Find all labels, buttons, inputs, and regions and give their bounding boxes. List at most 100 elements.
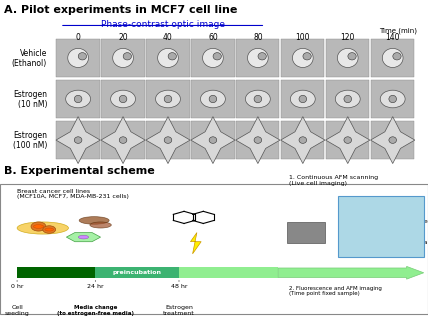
Polygon shape — [66, 233, 101, 242]
Bar — [179, 267, 278, 278]
Ellipse shape — [123, 52, 131, 60]
Polygon shape — [56, 117, 100, 164]
FancyBboxPatch shape — [326, 39, 369, 77]
FancyBboxPatch shape — [101, 121, 145, 159]
Bar — [95, 267, 179, 278]
Bar — [287, 222, 325, 243]
Polygon shape — [190, 233, 201, 254]
Text: 20: 20 — [118, 33, 128, 42]
Ellipse shape — [74, 137, 82, 143]
Ellipse shape — [213, 52, 221, 60]
Text: 24 hr: 24 hr — [87, 284, 104, 289]
Text: B. Experimental scheme: B. Experimental scheme — [4, 166, 155, 176]
Text: 60: 60 — [208, 33, 218, 42]
Ellipse shape — [344, 95, 351, 103]
FancyBboxPatch shape — [281, 80, 324, 118]
Ellipse shape — [393, 52, 401, 60]
FancyBboxPatch shape — [236, 80, 279, 118]
FancyBboxPatch shape — [338, 196, 424, 257]
Ellipse shape — [158, 48, 178, 67]
FancyBboxPatch shape — [56, 121, 100, 159]
FancyBboxPatch shape — [56, 80, 100, 118]
Ellipse shape — [209, 95, 217, 103]
FancyBboxPatch shape — [371, 121, 414, 159]
Ellipse shape — [299, 95, 306, 103]
Text: Estrogen
(100 nM): Estrogen (100 nM) — [13, 131, 47, 150]
Ellipse shape — [382, 48, 403, 67]
Ellipse shape — [200, 90, 226, 108]
FancyBboxPatch shape — [191, 121, 235, 159]
Ellipse shape — [78, 52, 86, 60]
Text: 48 hr: 48 hr — [171, 284, 187, 289]
Ellipse shape — [168, 52, 176, 60]
Circle shape — [33, 225, 44, 228]
Text: Time (min): Time (min) — [379, 28, 417, 34]
Circle shape — [78, 235, 89, 239]
Ellipse shape — [303, 52, 311, 60]
Ellipse shape — [258, 52, 266, 60]
Text: Estrogen
treatment: Estrogen treatment — [163, 305, 195, 316]
FancyBboxPatch shape — [236, 121, 279, 159]
Text: Estrogen
(10 nM): Estrogen (10 nM) — [13, 90, 47, 109]
Text: 80: 80 — [253, 33, 263, 42]
Ellipse shape — [389, 95, 396, 103]
Polygon shape — [191, 117, 235, 164]
Text: 0 hr: 0 hr — [11, 284, 24, 289]
Bar — [17, 267, 95, 278]
Text: 120: 120 — [341, 33, 355, 42]
FancyBboxPatch shape — [326, 80, 369, 118]
Ellipse shape — [254, 137, 262, 143]
Ellipse shape — [348, 52, 356, 60]
Text: preincubation: preincubation — [113, 270, 162, 275]
Ellipse shape — [299, 137, 306, 143]
FancyBboxPatch shape — [281, 121, 324, 159]
FancyBboxPatch shape — [101, 39, 145, 77]
Ellipse shape — [113, 48, 134, 67]
Ellipse shape — [335, 90, 360, 108]
Ellipse shape — [43, 226, 56, 233]
Text: Phase-contrast optic image: Phase-contrast optic image — [101, 20, 225, 29]
Ellipse shape — [119, 137, 127, 143]
Text: Vehicle
(Ethanol): Vehicle (Ethanol) — [12, 49, 47, 68]
Ellipse shape — [344, 137, 351, 143]
Ellipse shape — [164, 95, 172, 103]
Ellipse shape — [155, 90, 181, 108]
Polygon shape — [326, 117, 370, 164]
FancyBboxPatch shape — [191, 39, 235, 77]
Ellipse shape — [79, 217, 109, 224]
Text: 0: 0 — [76, 33, 80, 42]
Ellipse shape — [17, 222, 68, 234]
Text: ✓ Fractal dimension change: ✓ Fractal dimension change — [351, 240, 428, 245]
Ellipse shape — [337, 48, 358, 67]
Ellipse shape — [389, 137, 396, 143]
Ellipse shape — [247, 48, 268, 67]
FancyBboxPatch shape — [101, 80, 145, 118]
FancyBboxPatch shape — [146, 121, 190, 159]
Ellipse shape — [119, 95, 127, 103]
Ellipse shape — [380, 90, 405, 108]
FancyBboxPatch shape — [146, 39, 190, 77]
Polygon shape — [371, 117, 415, 164]
Text: 40: 40 — [163, 33, 173, 42]
Ellipse shape — [292, 48, 313, 67]
Text: Breast cancer cell lines
(MCF10A, MCF7, MDA-MB-231 cells): Breast cancer cell lines (MCF10A, MCF7, … — [17, 189, 129, 199]
Circle shape — [45, 228, 54, 231]
Ellipse shape — [202, 48, 223, 67]
Ellipse shape — [110, 90, 136, 108]
Ellipse shape — [90, 222, 111, 228]
Text: 140: 140 — [386, 33, 400, 42]
Text: ✓ Morphological change: ✓ Morphological change — [351, 219, 428, 224]
Ellipse shape — [65, 90, 91, 108]
Ellipse shape — [74, 95, 82, 103]
Polygon shape — [236, 117, 280, 164]
FancyBboxPatch shape — [191, 80, 235, 118]
Polygon shape — [281, 117, 325, 164]
Ellipse shape — [31, 222, 46, 231]
Ellipse shape — [290, 90, 315, 108]
FancyBboxPatch shape — [326, 121, 369, 159]
Text: A. Pilot experiments in MCF7 cell line: A. Pilot experiments in MCF7 cell line — [4, 5, 238, 15]
Text: Cell
seeding: Cell seeding — [5, 305, 30, 316]
Text: 100: 100 — [296, 33, 310, 42]
Text: 1. Continuous AFM scanning
(Live cell imaging): 1. Continuous AFM scanning (Live cell im… — [289, 175, 378, 186]
FancyArrow shape — [278, 266, 424, 279]
